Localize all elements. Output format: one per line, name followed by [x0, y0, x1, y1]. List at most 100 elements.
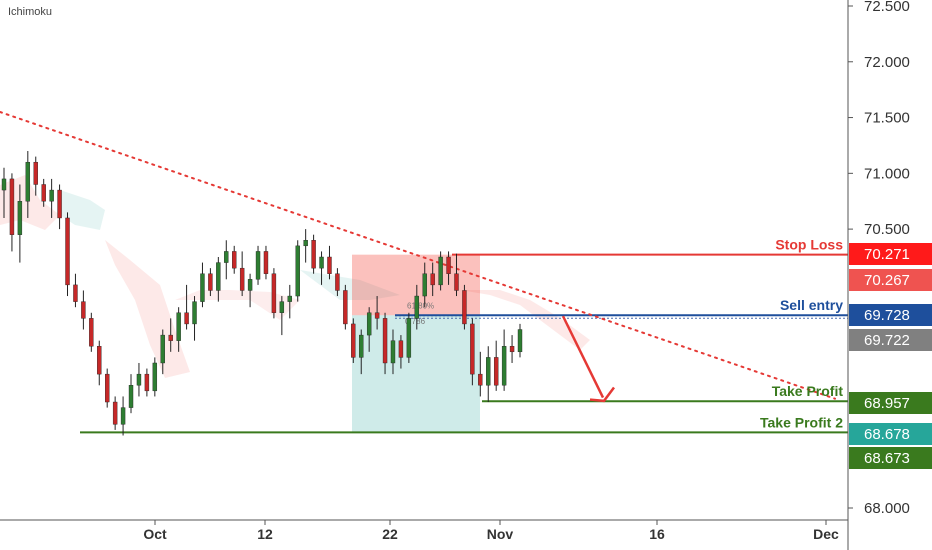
candle-body — [478, 373, 483, 386]
candle-body — [366, 312, 372, 336]
candle-body — [152, 362, 158, 392]
fib-label: 61.80% — [407, 301, 434, 310]
trendline — [0, 110, 836, 400]
candle-body — [160, 334, 165, 364]
candle-body — [49, 189, 54, 202]
forecast-arrow-shaft — [561, 315, 605, 399]
cloud-area — [175, 290, 300, 320]
candle-body — [184, 312, 189, 325]
take-profit-label: Take Profit — [772, 383, 844, 399]
x-tick-label: 16 — [649, 526, 665, 542]
indicator-label[interactable]: Ichimoku — [8, 6, 53, 18]
candle-body — [446, 256, 451, 274]
candle-body — [470, 323, 475, 375]
candle-body — [144, 373, 150, 392]
sell-entry-label: Sell entry — [780, 297, 843, 313]
price-badge-bg — [849, 243, 932, 265]
candle-body — [374, 312, 380, 319]
forecast-arrow — [561, 315, 616, 403]
candle-body — [263, 251, 269, 274]
level-lines — [80, 253, 848, 434]
candle-body — [486, 357, 491, 386]
candle-body — [9, 178, 15, 235]
candle-body — [390, 340, 396, 364]
forecast-arrow-head — [589, 386, 616, 403]
candle-body — [311, 240, 316, 269]
x-tick-label: Oct — [143, 526, 167, 542]
price-badge-text: 69.722 — [864, 332, 910, 349]
price-badge-text: 70.267 — [864, 272, 910, 289]
stop-loss-label: Stop Loss — [775, 237, 843, 253]
candle-body — [422, 273, 427, 297]
candle-body — [406, 318, 412, 358]
y-tick-label: 70.500 — [864, 221, 910, 238]
candle-body — [271, 273, 277, 313]
candles — [1, 151, 523, 436]
candle-body — [343, 290, 348, 325]
candle-body — [200, 273, 205, 302]
candle-body — [224, 251, 229, 263]
x-axis: Oct 12 22 Nov 16 Dec — [0, 519, 848, 542]
price-badge-text: 70.271 — [864, 246, 910, 263]
candle-body — [414, 295, 419, 319]
price-badge-bg — [849, 304, 932, 326]
cloud-area — [300, 270, 400, 300]
candle-body — [25, 161, 31, 202]
candle-body — [493, 357, 499, 386]
fib-label: 0.786 — [405, 317, 426, 326]
price-badge-text: 68.673 — [864, 450, 910, 467]
y-tick-label: 72.500 — [864, 0, 910, 15]
ichimoku-cloud — [0, 175, 590, 378]
price-badge-text: 69.728 — [864, 307, 910, 324]
price-badge-bg — [849, 423, 932, 445]
price-badge-text: 68.678 — [864, 426, 910, 443]
candle-body — [192, 301, 197, 325]
candle-body — [17, 201, 23, 235]
candle-body — [81, 301, 86, 319]
candle-body — [295, 245, 300, 297]
cloud-area — [0, 175, 60, 230]
candle-body — [104, 373, 110, 403]
x-tick-label: 22 — [382, 526, 398, 542]
candle-body — [319, 256, 324, 269]
candle-body — [430, 273, 435, 286]
candle-body — [97, 346, 102, 375]
cloud-area — [60, 190, 105, 230]
candle-body — [509, 346, 515, 353]
candle-body — [255, 251, 261, 280]
candle-body — [112, 401, 118, 425]
y-tick-label: 71.000 — [864, 165, 910, 182]
candle-body — [327, 256, 332, 274]
take-profit-2-label: Take Profit 2 — [760, 414, 843, 430]
candle-body — [73, 284, 78, 302]
x-tick-label: Nov — [487, 526, 514, 542]
price-badge-bg — [849, 329, 932, 351]
x-tick-label: 12 — [257, 526, 273, 542]
cloud-area — [105, 240, 190, 378]
y-tick-label: 71.500 — [864, 110, 910, 127]
candle-body — [128, 385, 134, 408]
candle-body — [216, 262, 221, 291]
candle-body — [176, 312, 181, 341]
candle-body — [359, 334, 364, 358]
candle-body — [303, 240, 308, 247]
y-tick-label: 72.000 — [864, 54, 910, 71]
candle-body — [462, 290, 467, 325]
candle-body — [41, 184, 46, 202]
candle-body — [279, 301, 285, 313]
candle-body — [89, 318, 94, 347]
price-badges: 70.271 70.267 69.728 69.722 68.957 68.678 68.6… — [849, 243, 932, 469]
candle-body — [57, 189, 62, 219]
candle-body — [335, 273, 340, 291]
candle-body — [120, 407, 126, 425]
trade-zones: 61.80% 0.786 — [352, 254, 480, 433]
x-tick-label: Dec — [813, 526, 839, 542]
reward-zone — [352, 315, 480, 433]
candle-body — [136, 373, 142, 386]
candle-body — [247, 279, 253, 291]
candle-body — [287, 295, 292, 302]
candle-body — [501, 346, 507, 386]
candle-body — [382, 318, 388, 364]
